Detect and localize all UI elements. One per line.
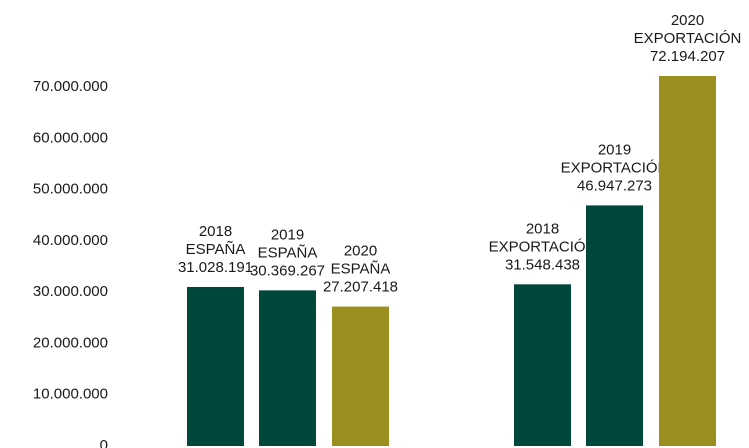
data-label: 30.369.267: [250, 262, 325, 279]
bar-group-label: EXPORTACIÓN: [489, 238, 597, 255]
y-tick-label: 40.000.000: [33, 232, 108, 249]
data-label: 31.548.438: [505, 256, 580, 273]
bar: [187, 286, 244, 446]
bar-group-label: EXPORTACIÓN: [634, 30, 742, 47]
data-label: 46.947.273: [577, 177, 652, 194]
data-label: 31.028.191: [178, 259, 253, 276]
data-label: 27.207.418: [323, 279, 398, 296]
y-tick-label: 50.000.000: [33, 181, 108, 198]
bar: [259, 290, 316, 446]
bar-year-label: 2020: [344, 243, 377, 260]
bar: [514, 284, 571, 446]
bar-year-label: 2019: [271, 226, 304, 243]
bar-group-label: ESPAÑA: [186, 241, 246, 258]
bar: [659, 76, 716, 446]
y-tick-label: 70.000.000: [33, 78, 108, 95]
bar-group-label: ESPAÑA: [331, 261, 391, 278]
data-label: 72.194.207: [650, 48, 725, 65]
y-tick-label: 30.000.000: [33, 283, 108, 300]
bar: [332, 306, 389, 446]
bar: [586, 205, 643, 446]
y-tick-label: 20.000.000: [33, 334, 108, 351]
y-tick-label: 10.000.000: [33, 386, 108, 403]
bar-year-label: 2019: [598, 141, 631, 158]
bar-year-label: 2018: [526, 220, 559, 237]
y-tick-label: 0: [100, 437, 108, 448]
bar-year-label: 2018: [199, 223, 232, 240]
bar-group-label: ESPAÑA: [258, 244, 318, 261]
bar-year-label: 2020: [671, 12, 704, 29]
y-tick-label: 60.000.000: [33, 129, 108, 146]
bar-group-label: EXPORTACIÓN: [561, 159, 669, 176]
